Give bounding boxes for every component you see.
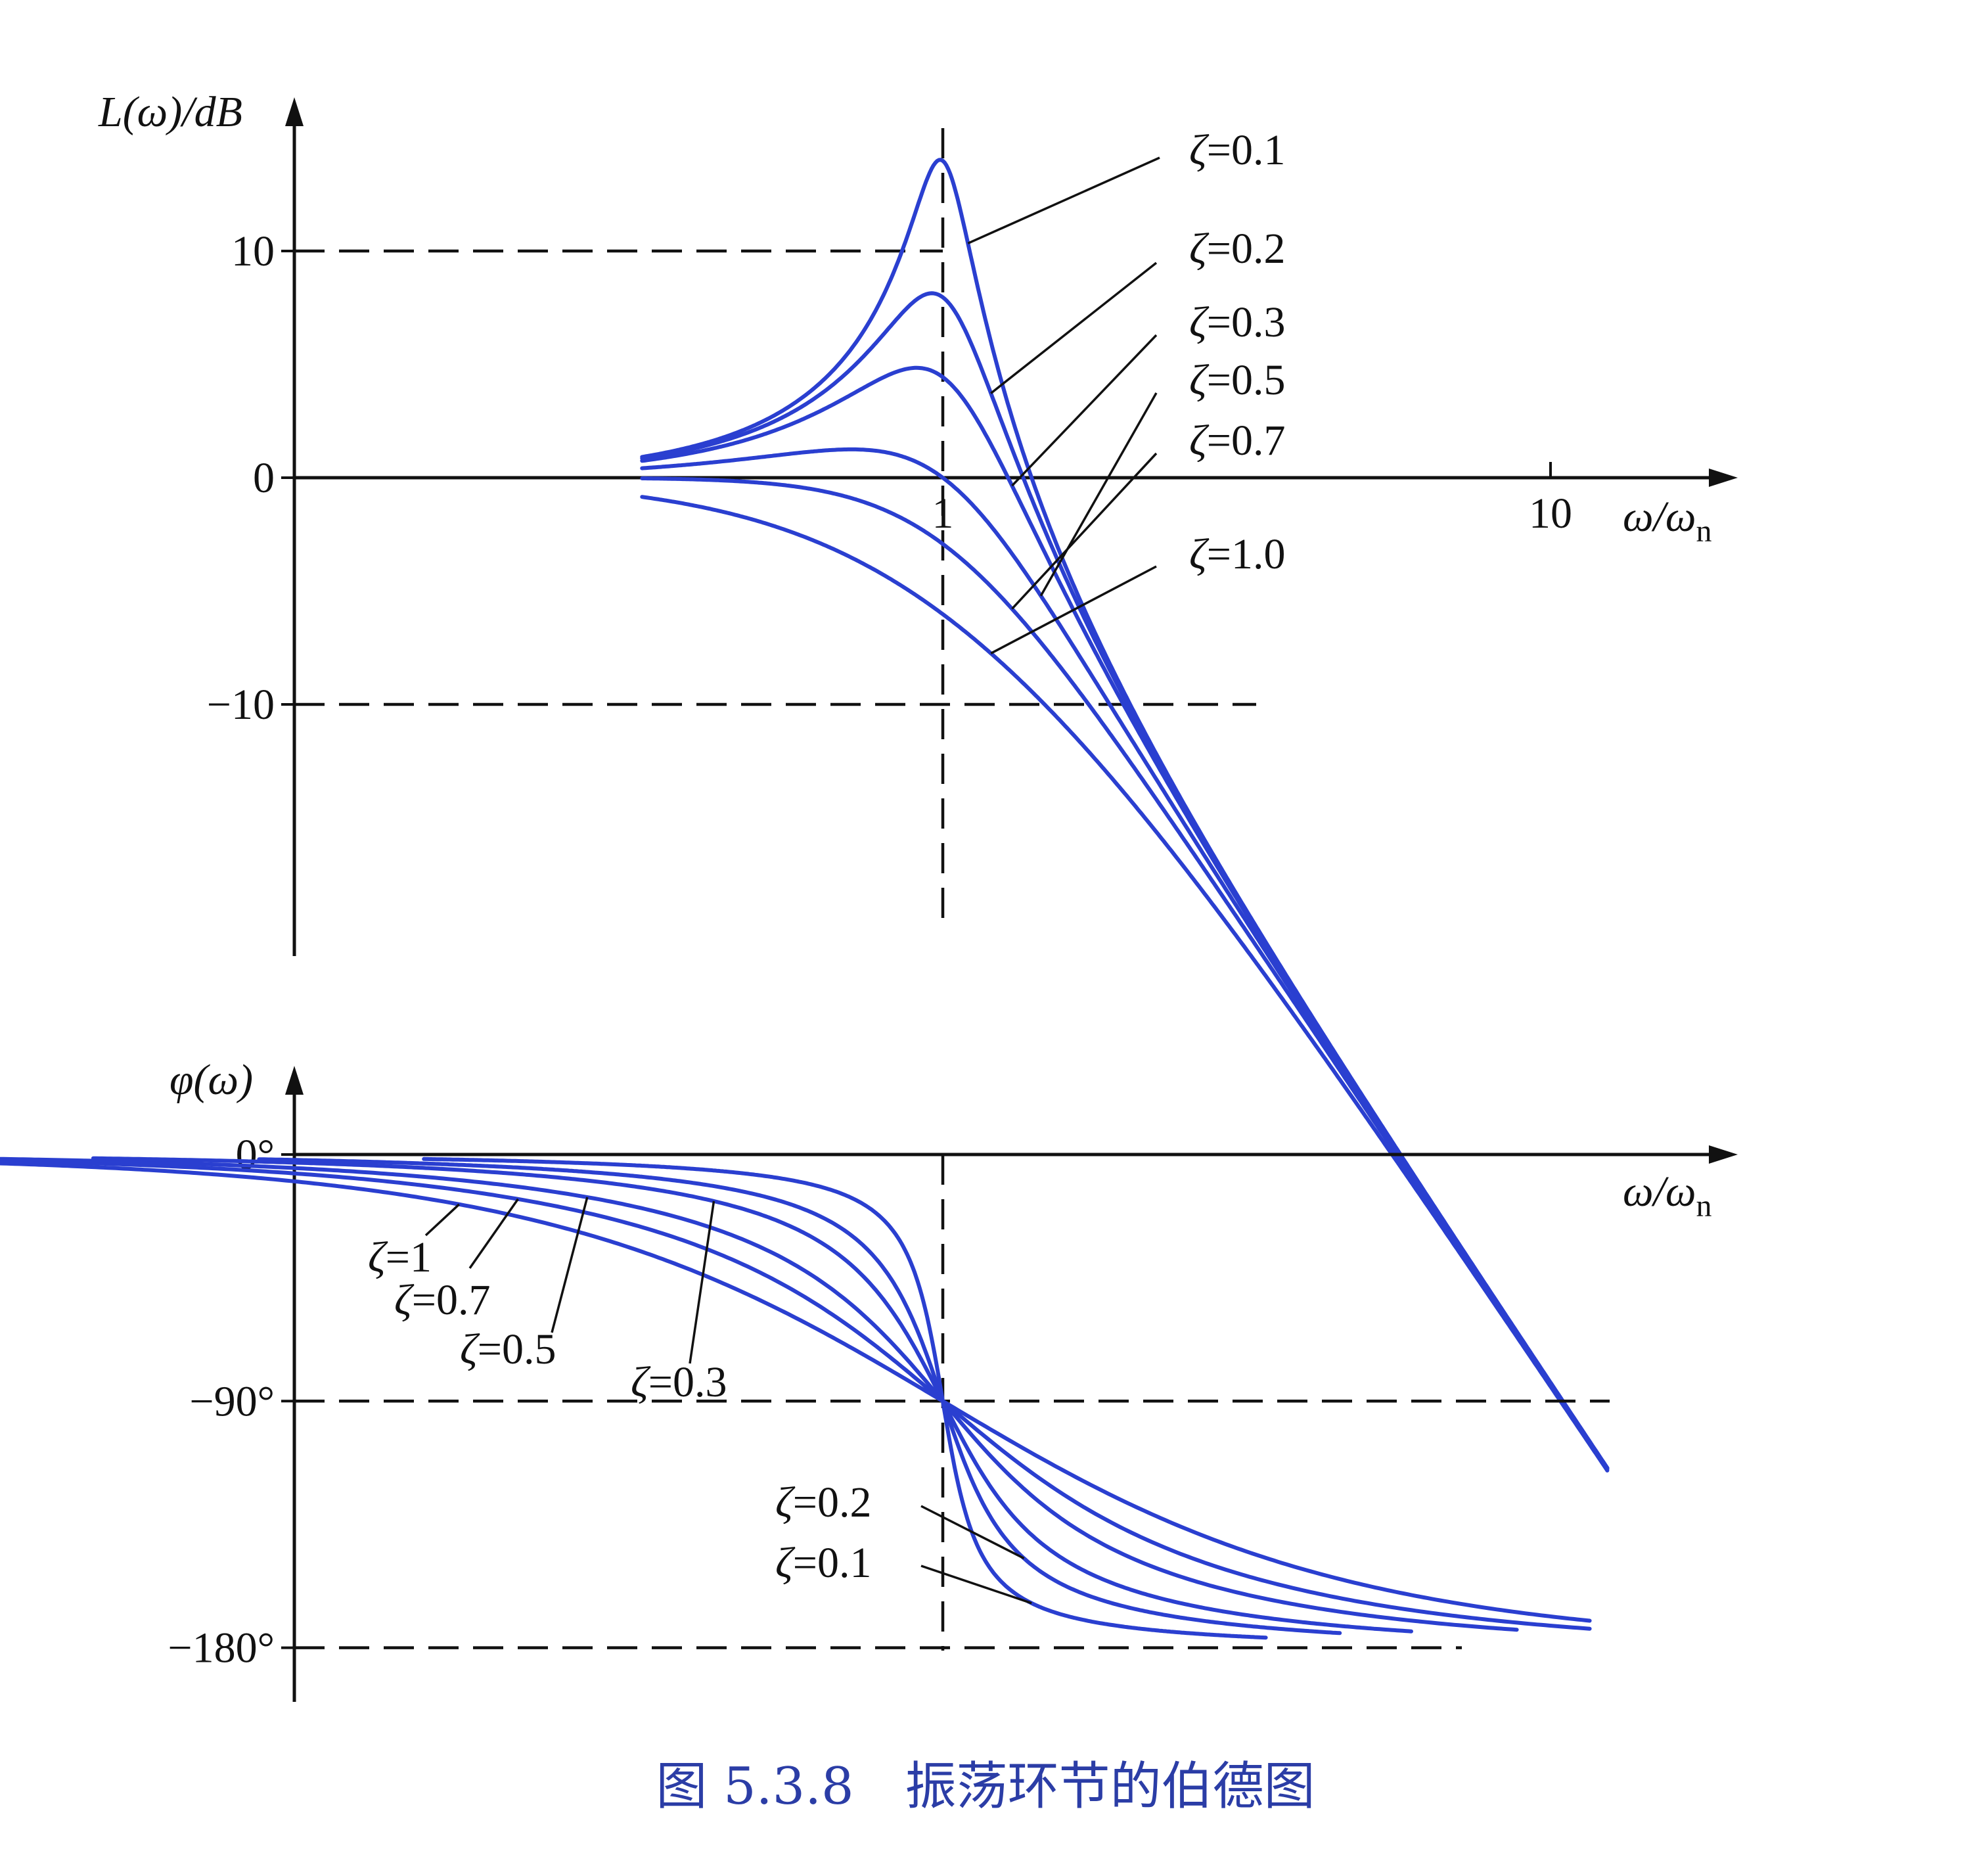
magnitude-leader: [1039, 392, 1158, 597]
phase-y-tick-label: −90°: [189, 1377, 275, 1425]
magnitude-curve-zeta-0_5: [640, 447, 1610, 1471]
magnitude-series-label: ζ=0.5: [1189, 356, 1285, 404]
phase-label-leaders: [424, 1197, 1032, 1605]
phase-plot: 0°−90°−180°φ(ω)ω/ωn ζ=1ζ=0.7ζ=0.5ζ=0.3ζ=…: [0, 1056, 1738, 1702]
magnitude-leader: [990, 565, 1157, 654]
magnitude-series-label: ζ=0.3: [1189, 298, 1285, 346]
magnitude-curve-zeta-0_3: [640, 365, 1610, 1471]
magnitude-series-label: ζ=1.0: [1189, 530, 1285, 578]
magnitude-x-tick-label: 10: [1529, 490, 1572, 538]
phase-curve-zeta-1: [0, 1161, 1592, 1623]
magnitude-y-tick-label: −10: [207, 681, 275, 729]
phase-leader: [920, 1505, 1025, 1560]
magnitude-y-arrow: [285, 97, 304, 126]
phase-leader: [689, 1201, 715, 1364]
phase-leader: [551, 1197, 589, 1333]
magnitude-series-label: ζ=0.1: [1189, 126, 1285, 174]
phase-curve-zeta-0_3: [91, 1156, 1413, 1634]
phase-series: [0, 1156, 1592, 1640]
figure-caption: 图 5.3.8 振荡环节的伯德图: [656, 1757, 1315, 1816]
phase-y-tick-label: −180°: [168, 1624, 275, 1672]
phase-series-label: ζ=0.2: [775, 1478, 871, 1526]
magnitude-labels: ζ=0.1 ζ=0.2 ζ=0.3 ζ=0.5 ζ=0.7 ζ=1.0: [1189, 126, 1285, 578]
phase-curve-zeta-0_2: [257, 1157, 1342, 1636]
magnitude-series: [640, 158, 1610, 1473]
phase-x-title: ω/ωn: [1623, 1168, 1712, 1224]
magnitude-axes: 10 0 −10 1 10 L(ω)/dB ω/ωn: [98, 88, 1738, 956]
phase-curve-zeta-0_1: [422, 1156, 1268, 1640]
magnitude-leader: [967, 156, 1160, 244]
phase-series-label: ζ=0.3: [631, 1358, 727, 1406]
magnitude-series-label: ζ=0.7: [1189, 417, 1285, 465]
phase-series-label: ζ=0.5: [460, 1325, 556, 1373]
magnitude-x-arrow: [1709, 469, 1738, 487]
magnitude-y-tick-label: 10: [231, 227, 275, 275]
phase-y-arrow: [285, 1066, 304, 1095]
phase-leader: [920, 1565, 1032, 1605]
magnitude-guide-lines: [294, 128, 1256, 923]
magnitude-y-tick-label: 0: [253, 454, 275, 502]
magnitude-plot: 100−101 10L(ω)/dBω/ωn ζ=0.1ζ=0.2ζ=0.3ζ=0.…: [98, 88, 1738, 1473]
phase-axes: 0°−90°−180°φ(ω)ω/ωn: [168, 1056, 1738, 1702]
phase-labels: ζ=1ζ=0.7ζ=0.5 ζ=0.3 ζ=0.2 ζ=0.1: [368, 1233, 871, 1587]
magnitude-y-title: L(ω)/dB: [98, 88, 242, 136]
magnitude-curve-zeta-0_2: [640, 291, 1610, 1471]
magnitude-curve-zeta-0_1: [640, 158, 1610, 1470]
magnitude-curve-zeta-1: [640, 495, 1610, 1473]
magnitude-label-leaders: [967, 156, 1160, 654]
phase-series-label: ζ=0.1: [775, 1539, 871, 1587]
phase-curve-zeta-0_5: [0, 1156, 1519, 1632]
magnitude-x-title: ω/ωn: [1623, 493, 1712, 549]
magnitude-x-tick-label: 1: [932, 490, 954, 538]
phase-leader: [468, 1198, 519, 1270]
phase-series-label: ζ=1: [368, 1233, 432, 1281]
phase-curve-zeta-0_7: [0, 1158, 1592, 1631]
phase-series-label: ζ=0.7: [394, 1276, 490, 1324]
phase-y-title: φ(ω): [170, 1056, 253, 1104]
magnitude-leader: [990, 262, 1158, 394]
magnitude-leader: [1011, 334, 1158, 487]
magnitude-curve-zeta-0_7: [640, 476, 1610, 1471]
magnitude-leader: [1011, 452, 1158, 610]
phase-leader: [424, 1203, 461, 1237]
magnitude-series-label: ζ=0.2: [1189, 225, 1285, 273]
phase-x-arrow: [1709, 1145, 1738, 1164]
